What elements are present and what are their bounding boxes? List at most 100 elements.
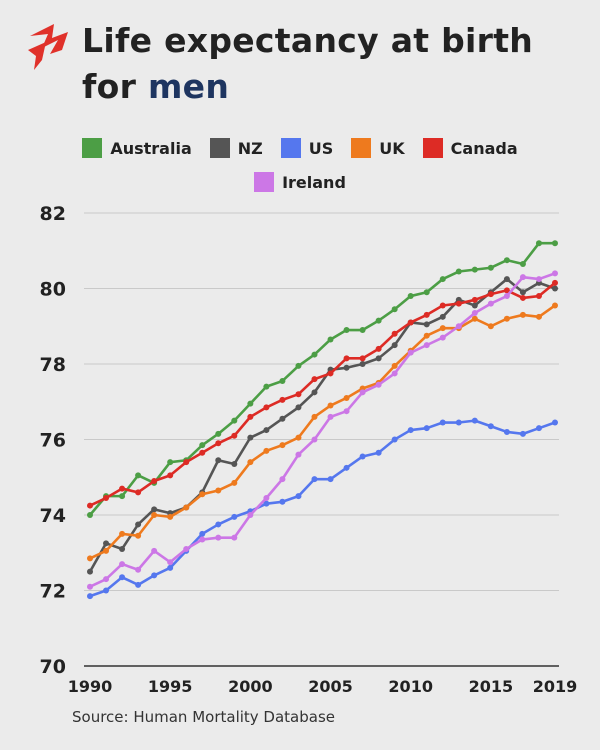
legend-swatch-nz <box>209 138 230 158</box>
data-point-canada <box>455 300 462 307</box>
data-point-nz <box>359 361 366 367</box>
data-point-us <box>263 500 270 507</box>
data-point-ireland <box>423 342 430 349</box>
data-point-canada <box>391 330 398 337</box>
data-point-uk <box>311 413 318 420</box>
data-point-us <box>295 493 302 500</box>
data-point-nz <box>263 427 270 434</box>
data-point-australia <box>471 266 478 273</box>
data-point-canada <box>471 296 478 303</box>
y-tick-label: 70 <box>40 656 66 678</box>
data-point-uk <box>519 311 526 318</box>
data-point-us <box>167 564 174 571</box>
y-tick-label: 82 <box>40 203 66 225</box>
data-point-australia <box>407 293 414 300</box>
data-point-us <box>552 419 558 426</box>
data-point-canada <box>552 279 558 286</box>
legend-swatch-us <box>280 138 301 158</box>
data-point-nz <box>375 355 382 362</box>
data-point-ireland <box>311 436 318 443</box>
sbs-logo-icon <box>28 24 68 70</box>
legend-swatch-australia <box>82 138 103 158</box>
data-point-canada <box>183 459 190 466</box>
legend-label-canada: Canada <box>450 138 518 158</box>
data-point-uk <box>503 315 510 322</box>
data-point-us <box>327 476 334 483</box>
legend-item-uk: UK <box>351 138 405 158</box>
title-prefix: for <box>82 67 148 106</box>
data-point-ireland <box>183 545 190 552</box>
data-point-canada <box>247 413 254 420</box>
data-point-australia <box>119 493 126 500</box>
legend-item-ireland: Ireland <box>254 172 346 192</box>
legend-row-2: Ireland <box>0 172 600 192</box>
data-point-australia <box>455 268 462 275</box>
legend-item-australia: Australia <box>82 138 192 158</box>
data-point-canada <box>359 355 366 362</box>
data-point-ireland <box>343 408 350 415</box>
data-point-canada <box>295 391 302 398</box>
data-point-uk <box>471 315 478 322</box>
data-point-uk <box>327 402 334 409</box>
data-point-australia <box>135 472 142 479</box>
series-line-uk <box>89 304 556 560</box>
data-point-ireland <box>327 413 334 420</box>
data-point-ireland <box>103 576 110 583</box>
data-point-uk <box>279 442 286 449</box>
data-point-nz <box>519 289 526 296</box>
data-point-ireland <box>455 323 462 330</box>
data-point-canada <box>535 293 542 300</box>
data-point-us <box>391 436 398 443</box>
data-point-uk <box>183 504 190 511</box>
data-point-ireland <box>247 512 254 518</box>
data-point-australia <box>375 317 382 324</box>
data-point-canada <box>103 495 110 502</box>
legend-label-ireland: Ireland <box>282 172 346 192</box>
data-point-nz <box>295 404 302 411</box>
data-point-uk <box>87 555 93 562</box>
data-point-nz <box>103 540 110 547</box>
data-point-ireland <box>215 534 222 541</box>
data-point-uk <box>552 302 558 309</box>
data-point-canada <box>215 440 222 447</box>
data-point-uk <box>135 532 142 539</box>
data-point-us <box>119 574 126 581</box>
data-point-australia <box>503 257 510 264</box>
data-point-canada <box>487 291 494 298</box>
data-point-australia <box>391 306 398 313</box>
data-point-nz <box>215 457 222 464</box>
y-tick-label: 72 <box>40 581 66 603</box>
data-point-us <box>359 453 366 460</box>
data-point-us <box>135 581 142 588</box>
data-point-canada <box>119 485 126 492</box>
data-point-canada <box>503 287 510 294</box>
data-point-ireland <box>471 310 478 317</box>
data-point-us <box>151 572 158 579</box>
legend-item-canada: Canada <box>422 138 518 158</box>
data-point-australia <box>279 377 286 384</box>
data-point-ireland <box>487 300 494 307</box>
data-point-us <box>407 427 414 434</box>
data-point-australia <box>519 260 526 267</box>
y-tick-label: 80 <box>40 279 66 301</box>
data-point-us <box>311 476 318 483</box>
data-point-us <box>343 464 350 471</box>
title-highlight: men <box>148 67 230 106</box>
data-point-uk <box>119 530 126 537</box>
data-point-nz <box>391 342 398 349</box>
y-tick-label: 76 <box>40 430 66 452</box>
data-point-uk <box>151 512 158 518</box>
data-point-canada <box>231 432 238 439</box>
x-tick-label: 2000 <box>228 677 273 696</box>
data-point-ireland <box>119 561 126 568</box>
data-point-ireland <box>439 334 446 341</box>
data-point-nz <box>552 285 558 292</box>
data-point-ireland <box>359 389 366 396</box>
data-point-canada <box>87 502 93 509</box>
data-point-canada <box>407 319 414 326</box>
data-point-canada <box>439 302 446 309</box>
data-point-nz <box>311 389 318 396</box>
data-point-ireland <box>552 270 558 277</box>
data-point-australia <box>439 276 446 283</box>
data-point-canada <box>519 294 526 301</box>
